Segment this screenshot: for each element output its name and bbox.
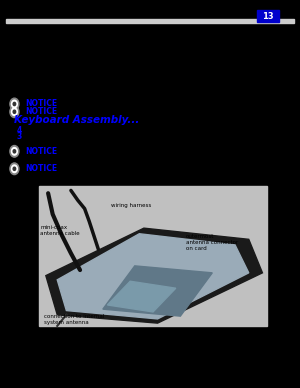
Circle shape [11,165,17,173]
Text: NOTICE: NOTICE [26,99,58,109]
Text: outermost
antenna connector
on card: outermost antenna connector on card [186,234,238,251]
Bar [39,186,267,326]
Text: 3: 3 [16,132,22,141]
Circle shape [10,98,19,110]
Polygon shape [46,228,262,323]
Text: connection to internal
system antenna: connection to internal system antenna [44,314,104,326]
Circle shape [10,146,19,157]
Circle shape [13,110,16,113]
Text: wiring harness: wiring harness [111,203,151,208]
Text: 4: 4 [16,126,22,135]
Circle shape [13,167,16,170]
Circle shape [11,100,17,108]
Polygon shape [107,281,176,312]
Circle shape [13,102,16,106]
Text: NOTICE: NOTICE [26,164,58,173]
Polygon shape [103,266,212,316]
Bar [6,19,294,23]
Text: NOTICE: NOTICE [26,107,58,116]
Polygon shape [57,234,249,319]
Circle shape [13,150,16,153]
Circle shape [11,147,17,155]
Text: NOTICE: NOTICE [26,147,58,156]
Text: mini-coax
antenna cable: mini-coax antenna cable [40,225,80,236]
Circle shape [11,108,17,116]
Text: Keyboard Assembly...: Keyboard Assembly... [14,115,140,125]
Text: 13: 13 [262,12,274,21]
Bar [256,10,279,22]
Circle shape [10,106,19,118]
Circle shape [10,163,19,175]
